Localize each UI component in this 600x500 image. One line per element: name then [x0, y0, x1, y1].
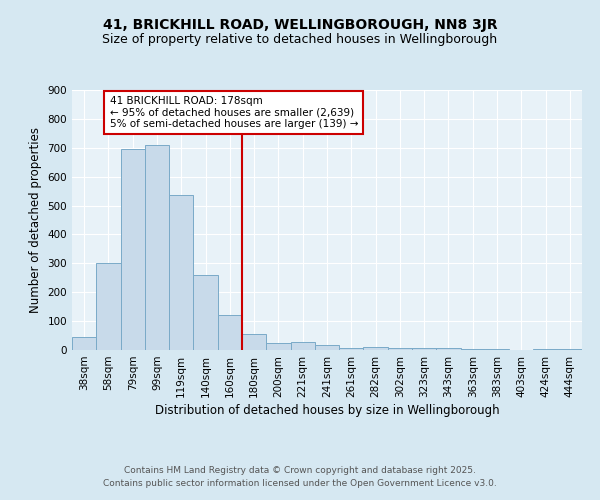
- Bar: [558, 349, 582, 350]
- X-axis label: Distribution of detached houses by size in Wellingborough: Distribution of detached houses by size …: [155, 404, 499, 417]
- Bar: [436, 348, 461, 350]
- Bar: [412, 348, 436, 350]
- Bar: [121, 149, 145, 350]
- Bar: [533, 348, 558, 350]
- Text: Contains HM Land Registry data © Crown copyright and database right 2025.
Contai: Contains HM Land Registry data © Crown c…: [103, 466, 497, 487]
- Bar: [242, 334, 266, 350]
- Bar: [72, 337, 96, 350]
- Bar: [218, 316, 242, 350]
- Bar: [485, 349, 509, 350]
- Bar: [145, 145, 169, 350]
- Bar: [169, 196, 193, 350]
- Text: 41, BRICKHILL ROAD, WELLINGBOROUGH, NN8 3JR: 41, BRICKHILL ROAD, WELLINGBOROUGH, NN8 …: [103, 18, 497, 32]
- Bar: [339, 348, 364, 350]
- Bar: [461, 349, 485, 350]
- Bar: [96, 264, 121, 350]
- Bar: [315, 345, 339, 350]
- Y-axis label: Number of detached properties: Number of detached properties: [29, 127, 42, 313]
- Text: Size of property relative to detached houses in Wellingborough: Size of property relative to detached ho…: [103, 32, 497, 46]
- Bar: [290, 342, 315, 350]
- Bar: [266, 343, 290, 350]
- Bar: [364, 347, 388, 350]
- Text: 41 BRICKHILL ROAD: 178sqm
← 95% of detached houses are smaller (2,639)
5% of sem: 41 BRICKHILL ROAD: 178sqm ← 95% of detac…: [110, 96, 358, 129]
- Bar: [193, 275, 218, 350]
- Bar: [388, 348, 412, 350]
